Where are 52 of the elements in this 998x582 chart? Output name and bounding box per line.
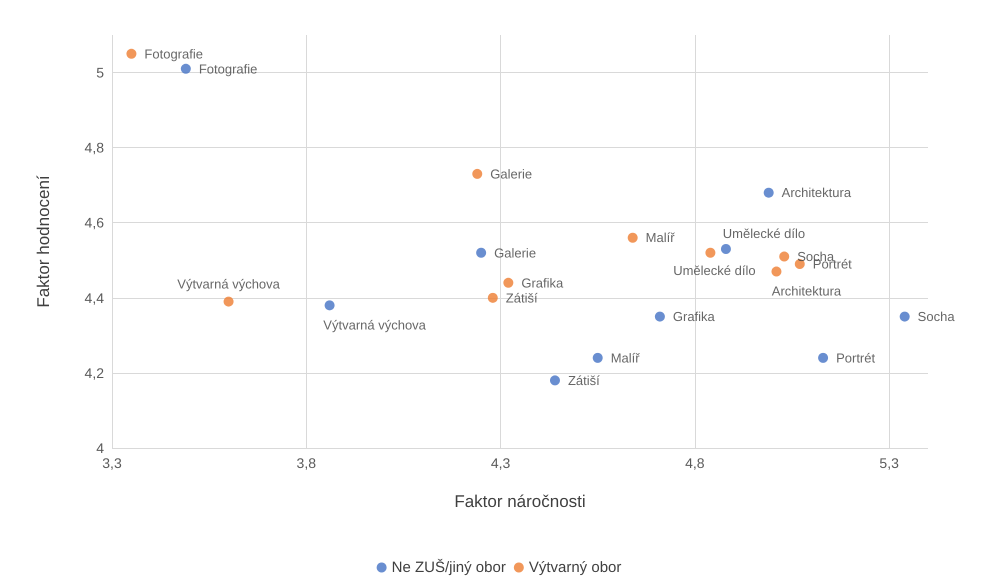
x-axis-title: Faktor náročnosti bbox=[454, 492, 586, 511]
x-tick-label: 4,8 bbox=[685, 455, 705, 471]
point bbox=[224, 296, 234, 307]
point bbox=[818, 352, 828, 363]
y-tick-label: 5 bbox=[96, 64, 104, 81]
x-tick-label: 3,8 bbox=[296, 455, 316, 471]
annotation: Zátiší bbox=[568, 372, 600, 388]
y-axis-title: Faktor hodnocení bbox=[34, 175, 53, 308]
annotation: Galerie bbox=[490, 166, 532, 182]
annotation: Zátiší bbox=[506, 290, 538, 306]
point bbox=[628, 232, 638, 243]
annotation: Galerie bbox=[494, 245, 536, 260]
point bbox=[764, 188, 774, 198]
annotation: Portrét bbox=[836, 350, 876, 366]
annotation: Architektura bbox=[772, 284, 842, 299]
annotation: Grafika bbox=[521, 275, 564, 290]
point bbox=[779, 252, 790, 262]
point bbox=[180, 64, 191, 74]
point bbox=[592, 352, 603, 363]
point bbox=[720, 244, 731, 254]
legend-label: Ne ZUŠ/jiný obor bbox=[392, 558, 506, 576]
point bbox=[503, 278, 514, 288]
annotation: Architektura bbox=[782, 185, 852, 200]
y-tick-label: 4 bbox=[96, 440, 104, 456]
annotation: Fotografie bbox=[198, 61, 258, 76]
point bbox=[476, 248, 486, 258]
y-tick-label: 4,6 bbox=[84, 214, 104, 231]
y-tick-label: 4,2 bbox=[84, 364, 104, 381]
x-tick-label: 5,3 bbox=[879, 455, 900, 471]
annotation: Umělecké dílo bbox=[722, 226, 806, 242]
point bbox=[900, 312, 910, 322]
annotation: Fotografie bbox=[144, 46, 203, 62]
point bbox=[472, 168, 482, 179]
legend-label: Výtvarný obor bbox=[528, 559, 622, 576]
point bbox=[488, 292, 498, 303]
point bbox=[126, 48, 136, 59]
point bbox=[324, 300, 335, 310]
x-tick-label: 4,3 bbox=[490, 455, 511, 471]
y-tick-label: 4,8 bbox=[84, 140, 104, 156]
point bbox=[550, 375, 560, 386]
x-tick-label: 3,3 bbox=[102, 455, 122, 471]
annotation: Výtvarná výchova bbox=[177, 276, 281, 292]
annotation: Socha bbox=[918, 309, 956, 324]
annotation: Malíř bbox=[646, 230, 676, 246]
annotation: Malíř bbox=[610, 350, 640, 366]
y-tick-label: 4,4 bbox=[84, 290, 104, 306]
annotation: Grafika bbox=[672, 309, 716, 324]
point bbox=[654, 312, 665, 322]
point bbox=[771, 266, 782, 277]
annotation: Umělecké dílo bbox=[673, 262, 756, 278]
point bbox=[705, 248, 716, 258]
annotation: Výtvarná výchova bbox=[323, 317, 427, 332]
